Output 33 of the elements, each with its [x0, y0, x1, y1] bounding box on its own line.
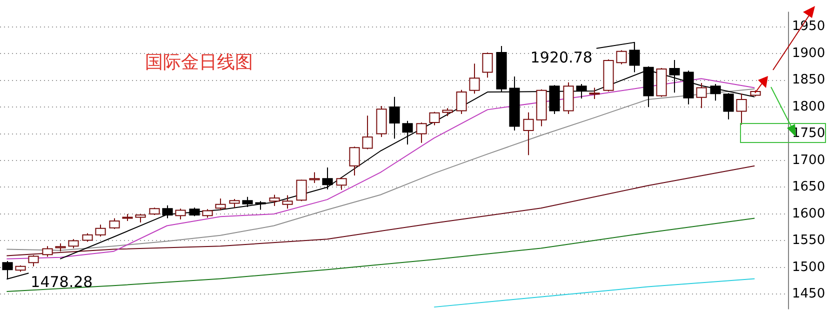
y-tick-label: 1800: [792, 99, 826, 114]
candlestick: [710, 84, 721, 102]
candlestick: [696, 82, 707, 109]
candlestick: [362, 115, 373, 150]
y-tick-label: 1550: [792, 233, 826, 248]
candlestick: [282, 194, 293, 210]
candlestick: [269, 194, 280, 206]
candlestick: [509, 76, 520, 132]
candlestick: [523, 112, 534, 156]
candlestick: [576, 84, 587, 99]
candlestick: [736, 93, 747, 126]
candlestick: [349, 146, 360, 176]
candlestick: [469, 63, 480, 94]
candlestick: [402, 120, 413, 145]
candlestick: [723, 92, 734, 120]
candlestick: [42, 246, 53, 258]
candlestick: [82, 232, 93, 242]
y-tick-label: 1500: [792, 260, 826, 275]
y-tick-label: 1450: [792, 286, 826, 302]
y-tick-label: 1600: [792, 206, 826, 222]
y-tick-label: 1750: [792, 126, 826, 142]
candlestick: [416, 122, 427, 144]
text: 国际金日线图: [145, 51, 253, 74]
candlestick: [389, 96, 400, 140]
annotation: 1920.78: [530, 48, 592, 66]
y-tick-label: 1900: [792, 46, 826, 61]
candlestick: [589, 87, 600, 100]
candlestick: [309, 172, 320, 184]
candlestick: [322, 166, 333, 190]
y-tick-label: 1850: [792, 72, 826, 88]
y-tick-label: 1650: [792, 180, 826, 195]
y-tick-label: 1700: [792, 152, 826, 168]
annotation: 1478.28: [30, 273, 93, 292]
